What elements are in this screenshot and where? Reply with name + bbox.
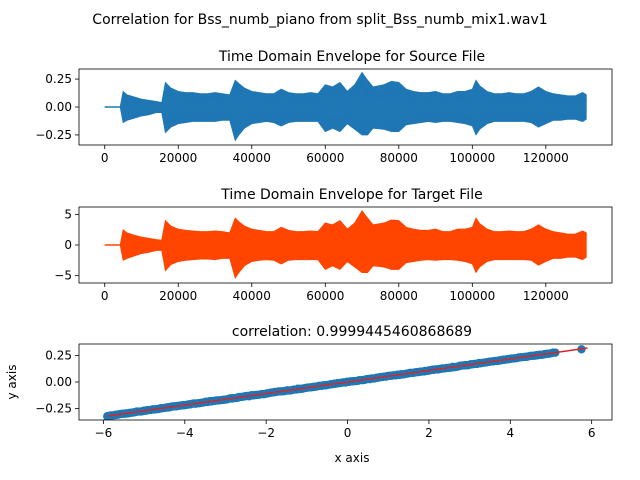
source-envelope-y-tick-label: 0.25 xyxy=(45,72,72,86)
source-envelope-x-tick-label: 40000 xyxy=(233,151,271,165)
source-envelope-x-tick-label: 0 xyxy=(101,151,109,165)
target-envelope-x-tick-label: 20000 xyxy=(159,289,197,303)
correlation-scatter-panel: correlation: 0.9999445460868689 −6 −4 −2 0 2… xyxy=(5,324,613,465)
correlation-title: correlation: 0.9999445460868689 xyxy=(232,324,472,340)
target-envelope-waveform-line xyxy=(104,213,587,276)
target-envelope-y-tick-label: 5 xyxy=(64,207,72,221)
source-envelope-y-axis: −0.25 0.00 0.25 xyxy=(35,72,79,142)
correlation-xlabel: x axis xyxy=(335,451,370,465)
target-envelope-y-axis: −5 0 5 xyxy=(54,207,79,283)
correlation-x-axis: −6 −4 −2 0 2 4 6 xyxy=(95,420,596,440)
target-envelope-x-axis: 0 20000 40000 60000 80000 100000 120000 xyxy=(101,283,569,303)
source-envelope-x-tick-label: 120000 xyxy=(523,151,569,165)
source-envelope-x-axis: 0 20000 40000 60000 80000 100000 120000 xyxy=(101,145,569,165)
target-envelope-x-tick-label: 100000 xyxy=(449,289,495,303)
source-envelope-waveform-line xyxy=(104,74,587,137)
correlation-x-tick-label: 6 xyxy=(588,426,596,440)
correlation-x-tick-label: 2 xyxy=(425,426,433,440)
scatter-point xyxy=(103,412,112,420)
source-envelope-title: Time Domain Envelope for Source File xyxy=(218,49,485,65)
target-envelope-x-tick-label: 0 xyxy=(101,289,109,303)
source-envelope-plot xyxy=(104,71,587,142)
correlation-scatter-plot xyxy=(103,345,588,420)
correlation-x-tick-label: 0 xyxy=(344,426,352,440)
target-envelope-title: Time Domain Envelope for Target File xyxy=(220,187,482,203)
source-envelope-x-tick-label: 100000 xyxy=(449,151,495,165)
source-envelope-panel: Time Domain Envelope for Source File 0 20… xyxy=(35,49,613,165)
correlation-x-tick-label: −4 xyxy=(176,426,194,440)
source-envelope-x-tick-label: 60000 xyxy=(306,151,344,165)
correlation-y-tick-label: 0.00 xyxy=(45,375,72,389)
correlation-y-axis: −0.25 0.00 0.25 xyxy=(35,349,79,415)
source-envelope-y-tick-label: 0.00 xyxy=(45,100,72,114)
target-envelope-plot xyxy=(104,209,587,280)
source-envelope-x-tick-label: 80000 xyxy=(380,151,418,165)
target-envelope-y-tick-label: 0 xyxy=(64,238,72,252)
correlation-y-tick-label: 0.25 xyxy=(45,349,72,363)
target-envelope-x-tick-label: 120000 xyxy=(523,289,569,303)
correlation-y-tick-label: −0.25 xyxy=(35,401,72,415)
correlation-x-tick-label: −6 xyxy=(95,426,113,440)
regression-fit-line xyxy=(107,347,588,417)
target-envelope-x-tick-label: 80000 xyxy=(380,289,418,303)
source-envelope-y-tick-label: −0.25 xyxy=(35,128,72,142)
correlation-x-tick-label: 4 xyxy=(506,426,514,440)
target-envelope-panel: Time Domain Envelope for Target File 0 20… xyxy=(54,187,613,303)
target-envelope-y-tick-label: −5 xyxy=(54,269,72,283)
correlation-ylabel: y axis xyxy=(5,365,19,400)
source-envelope-x-tick-label: 20000 xyxy=(159,151,197,165)
correlation-x-tick-label: −2 xyxy=(257,426,275,440)
figure-suptitle: Correlation for Bss_numb_piano from spli… xyxy=(92,12,547,28)
target-envelope-x-tick-label: 60000 xyxy=(306,289,344,303)
target-envelope-x-tick-label: 40000 xyxy=(233,289,271,303)
